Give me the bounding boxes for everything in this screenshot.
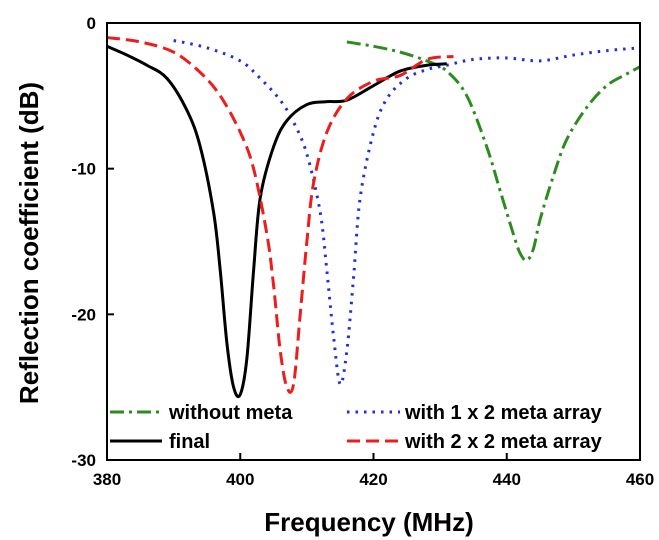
x-tick-label: 460 [626, 470, 654, 489]
x-tick-label: 420 [359, 470, 387, 489]
series-line-with-1-x-2-meta-array [173, 39, 641, 386]
legend-label-without-meta: without meta [168, 402, 293, 424]
y-tick-label: -30 [71, 451, 96, 470]
series-layer [106, 36, 641, 399]
legend: without meta with 1 x 2 meta array final… [110, 402, 603, 453]
y-tick-label: -10 [71, 160, 96, 179]
x-tick-label: 440 [493, 470, 521, 489]
y-tick-label: -20 [71, 305, 96, 324]
ticks-layer: 380 400 420 440 460 0 -10 -20 -30 [71, 14, 654, 489]
series-line-without-meta [346, 40, 641, 263]
legend-label-1x2-meta-array: with 1 x 2 meta array [404, 402, 603, 424]
x-axis-title: Frequency (MHz) [264, 507, 473, 537]
y-tick-label: 0 [87, 14, 96, 33]
series-line-with-2-x-2-meta-array [106, 36, 454, 394]
y-axis-title: Reflection coefficient (dB) [14, 82, 44, 404]
plot-frame [106, 22, 641, 461]
legend-label-2x2-meta-array: with 2 x 2 meta array [404, 431, 603, 453]
legend-label-final: final [169, 431, 210, 453]
x-tick-label: 400 [226, 470, 254, 489]
x-tick-label: 380 [93, 470, 121, 489]
series-line-final [106, 44, 447, 399]
